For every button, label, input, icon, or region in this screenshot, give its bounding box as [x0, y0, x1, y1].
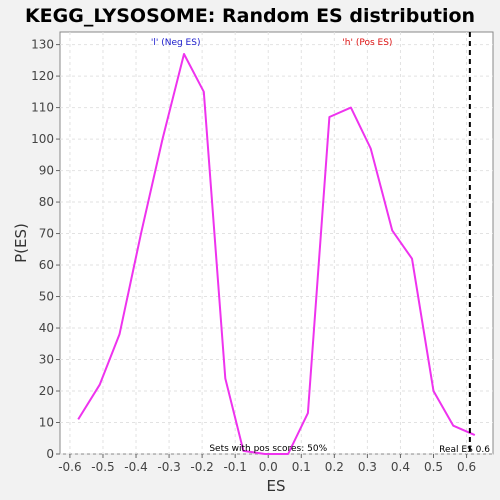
x-tick-label: 0.3 [358, 460, 377, 474]
pos-scores-label: Sets with pos scores: 50% [209, 444, 327, 454]
y-tick-label: 100 [31, 132, 54, 146]
x-tick-label: 0.1 [292, 460, 311, 474]
x-tick-label: 0.6 [457, 460, 476, 474]
y-tick-label: 50 [39, 290, 54, 304]
y-tick-label: 20 [39, 384, 54, 398]
y-tick-label: 30 [39, 353, 54, 367]
y-tick-label: 120 [31, 69, 54, 83]
y-tick-label: 80 [39, 195, 54, 209]
x-axis-title: ES [267, 477, 286, 495]
real-es-label: Real ES 0.6 [439, 445, 490, 455]
y-axis-title: P(ES) [12, 223, 30, 263]
y-tick-label: 60 [39, 258, 54, 272]
pos-es-label: 'h' (Pos ES) [342, 38, 392, 48]
x-tick-label: -0.6 [58, 460, 81, 474]
y-tick-label: 0 [46, 447, 54, 461]
x-tick-label: -0.1 [223, 460, 246, 474]
y-tick-label: 130 [31, 38, 54, 52]
x-tick-label: 0.5 [424, 460, 443, 474]
y-tick-label: 110 [31, 101, 54, 115]
x-tick-label: -0.3 [157, 460, 180, 474]
x-tick-label: 0.0 [259, 460, 278, 474]
x-tick-label: -0.2 [190, 460, 213, 474]
x-tick-label: 0.2 [325, 460, 344, 474]
y-tick-label: 70 [39, 227, 54, 241]
chart-title: KEGG_LYSOSOME: Random ES distribution [25, 5, 475, 27]
x-tick-label: -0.5 [91, 460, 114, 474]
y-tick-label: 10 [39, 416, 54, 430]
neg-es-label: 'l' (Neg ES) [151, 38, 201, 48]
x-tick-label: 0.4 [391, 460, 410, 474]
y-tick-label: 40 [39, 321, 54, 335]
y-tick-label: 90 [39, 164, 54, 178]
x-tick-label: -0.4 [124, 460, 147, 474]
